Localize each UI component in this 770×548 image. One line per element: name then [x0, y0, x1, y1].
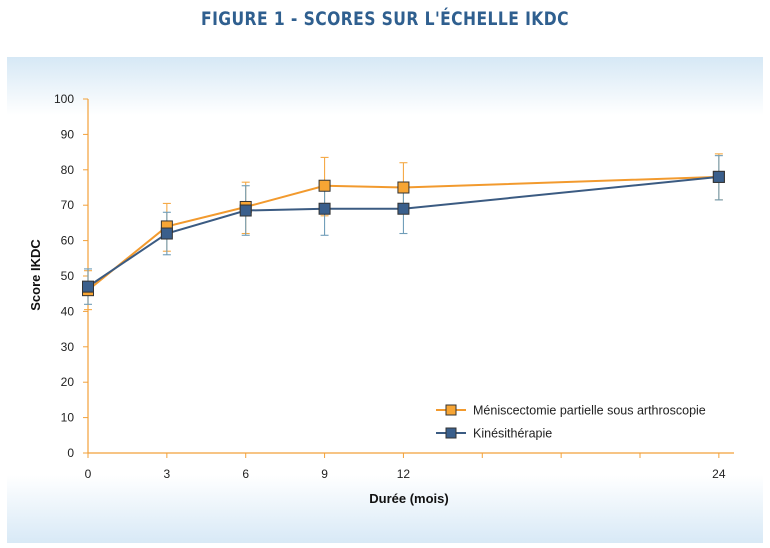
- x-tick-label: 24: [712, 467, 726, 481]
- x-tick-label: 3: [164, 467, 171, 481]
- y-tick-label: 20: [61, 375, 75, 389]
- data-point: [712, 170, 725, 183]
- x-tick-label: 9: [321, 467, 328, 481]
- y-tick-label: 50: [61, 269, 75, 283]
- y-tick-label: 80: [61, 163, 75, 177]
- y-tick-label: 100: [54, 92, 74, 106]
- data-point: [397, 202, 410, 215]
- legend: Méniscectomie partielle sous arthroscopi…: [436, 404, 706, 441]
- series-lines: [87, 175, 719, 291]
- y-tick-label: 30: [61, 340, 75, 354]
- data-point: [318, 202, 331, 215]
- chart-panel: [7, 57, 763, 543]
- legend-swatch-marker: [445, 404, 457, 416]
- y-tick-label: 90: [61, 127, 75, 141]
- data-point: [160, 227, 173, 240]
- series-line: [87, 175, 719, 288]
- data-point: [318, 179, 331, 192]
- x-axis-title: Durée (mois): [369, 491, 448, 506]
- figure-title: FIGURE 1 - SCORES SUR L'ÉCHELLE IKDC: [201, 8, 569, 30]
- series-line: [87, 175, 719, 291]
- y-tick-label: 70: [61, 198, 75, 212]
- y-axis-title: Score IKDC: [28, 239, 43, 311]
- y-tick-label: 60: [61, 234, 75, 248]
- legend-label: Kinésithérapie: [473, 427, 552, 441]
- y-tick-label: 10: [61, 411, 75, 425]
- axes: 0 10 20 30 40 50 60 70 80 90 100 0 3 6 9 12 24: [54, 92, 734, 481]
- x-tick-label: 6: [242, 467, 249, 481]
- x-tick-label: 0: [85, 467, 92, 481]
- y-tick-label: 40: [61, 304, 75, 318]
- x-tick-label: 12: [397, 467, 411, 481]
- y-tick-label: 0: [67, 446, 74, 460]
- error-bars: [84, 153, 723, 311]
- legend-label: Méniscectomie partielle sous arthroscopi…: [473, 404, 706, 418]
- data-point: [397, 181, 410, 194]
- series-markers: [82, 170, 725, 297]
- legend-swatch-marker: [445, 427, 457, 439]
- data-point: [82, 280, 94, 293]
- data-point: [239, 204, 252, 217]
